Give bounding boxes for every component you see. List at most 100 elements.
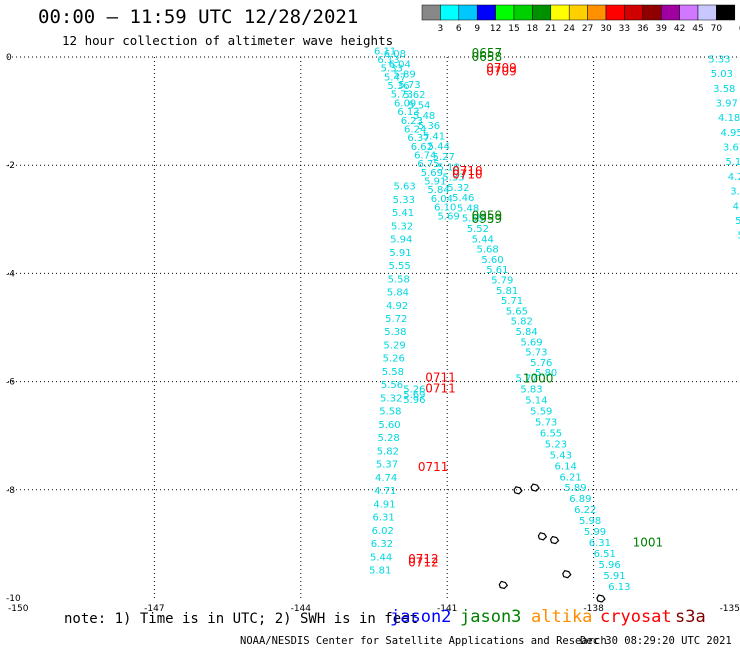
wave-height-label: 6.04 [389, 59, 411, 70]
island-outline [596, 594, 606, 603]
pass-time-label: 0712 [408, 556, 439, 570]
wave-height-label: 6.08 [384, 49, 406, 60]
wave-height-label: 4.11 [733, 201, 740, 212]
wave-height-label: 4.71 [374, 486, 396, 497]
wave-height-label: 5.82 [511, 317, 533, 328]
colorbar-tick-label: 36 [637, 24, 649, 34]
legend-jason2: jason2 [390, 607, 452, 627]
colorbar-swatch [660, 4, 680, 21]
latitude-tick-label: -6 [6, 378, 15, 388]
wave-height-label: 5.26 [403, 384, 425, 395]
pass-time-label: 0709 [486, 64, 517, 78]
wave-height-label: 5.65 [506, 306, 528, 317]
island-outline [549, 535, 560, 545]
wave-height-label: 5.68 [476, 245, 498, 256]
wave-height-label: 5.91 [389, 248, 411, 259]
latitude-tick-label: 0 [6, 53, 12, 63]
wave-height-label: 5.89 [564, 483, 586, 494]
wave-height-label: 4.18 [718, 113, 740, 124]
wave-height-label: 5.60 [481, 255, 503, 266]
wave-height-label: 5.48 [457, 203, 479, 214]
colorbar-swatch [568, 4, 588, 21]
wave-height-label: 5.63 [394, 182, 416, 193]
wave-height-label: 5.73 [391, 90, 413, 101]
wave-height-label: 3.97 [716, 98, 738, 109]
island-outline [498, 580, 509, 590]
island-outline [530, 483, 540, 492]
pass-time-label: 0658 [472, 50, 503, 64]
colorbar-swatch [476, 4, 496, 21]
wave-height-label: 5.56 [381, 380, 403, 391]
wave-height-label: 5.58 [388, 274, 410, 285]
wave-height-label: 3.67 [723, 143, 740, 154]
colorbar-tick-label: 21 [545, 24, 556, 34]
wave-height-labels: 6.116.135.335.475.365.736.096.136.236.24… [369, 46, 740, 593]
wave-height-label: 5.84 [427, 185, 449, 196]
wave-height-label: 5.58 [382, 367, 404, 378]
colorbar-tick-label: 27 [582, 24, 593, 34]
wave-height-label: 5.83 [520, 385, 542, 396]
wave-height-label: 6.22 [574, 505, 596, 516]
wave-height-label: 5.32 [380, 393, 402, 404]
colorbar-swatch [421, 4, 441, 21]
wave-height-label: 5.44 [428, 142, 450, 153]
wave-height-label: 5.48 [413, 111, 435, 122]
pass-time-label: 0710 [452, 168, 483, 182]
colorbar-swatch [624, 4, 644, 21]
wave-height-label: 6.31 [589, 538, 611, 549]
latitude-tick-label: -2 [6, 161, 15, 171]
colorbar-swatch [532, 4, 552, 21]
wave-height-label: 5.69 [403, 390, 425, 401]
wave-height-label: 6.74 [414, 151, 436, 162]
wave-height-label: 5.55 [388, 261, 410, 272]
colorbar-tick-label: 12 [490, 24, 501, 34]
colorbar-tick-label: 39 [655, 24, 667, 34]
island-outline [562, 569, 572, 579]
timestamp-text: Dec 30 08:29:20 UTC 2021 [580, 635, 732, 647]
pass-time-label: 0711 [418, 460, 449, 474]
colorbar-unit: (ft) [739, 24, 740, 34]
wave-height-label: 6.62 [411, 142, 433, 153]
wave-height-label: 5.76 [530, 358, 552, 369]
colorbar-swatch [550, 4, 570, 21]
colorbar-tick-label: 30 [600, 24, 612, 34]
colorbar-tick-label: 9 [474, 24, 480, 34]
wave-height-label: 6.13 [377, 55, 399, 66]
colorbar-tick-label: 33 [619, 24, 630, 34]
wave-height-label: 5.61 [486, 265, 508, 276]
wave-height-label: 5.77 [516, 374, 538, 385]
wave-height-label: 5.55 [462, 214, 484, 225]
wave-height-label: 5.36 [418, 121, 440, 132]
wave-height-label: 6.51 [594, 549, 616, 560]
pass-time-label: 0711 [425, 371, 456, 385]
legend-jason3: jason3 [460, 607, 522, 627]
island-outline [513, 486, 523, 495]
wave-height-label: 6.55 [540, 428, 562, 439]
pass-time-label: 0711 [425, 381, 456, 395]
wave-height-label: 5.69 [437, 211, 459, 222]
longitude-tick-label: -138 [583, 604, 604, 614]
wave-height-label: 4.21 [728, 172, 740, 183]
colorbar-swatch [679, 4, 699, 21]
colorbar-swatch [495, 4, 515, 21]
latitude-tick-label: -4 [6, 269, 15, 279]
wave-height-label: 5.27 [433, 152, 455, 163]
wave-height-label: 5.82 [377, 446, 399, 457]
longitude-tick-label: -150 [8, 604, 29, 614]
colorbar-swatch [642, 4, 662, 21]
wave-height-label: 3.58 [713, 84, 735, 95]
wave-height-label: 6.89 [569, 494, 591, 505]
wave-height-label: 5.33 [708, 54, 730, 65]
colorbar-tick-label: 42 [674, 24, 685, 34]
wave-height-label: 5.72 [385, 314, 407, 325]
latitude-tick-label: -8 [6, 486, 15, 496]
pass-time-label: 0959 [472, 208, 503, 222]
wave-height-label: 5.81 [496, 286, 518, 297]
credit-text: NOAA/NESDIS Center for Satellite Applica… [240, 635, 607, 647]
colorbar-swatch [716, 4, 736, 21]
wave-height-label: 5.79 [491, 276, 513, 287]
pass-time-label: 0709 [486, 61, 517, 75]
pass-time-label: 1000 [523, 372, 554, 386]
